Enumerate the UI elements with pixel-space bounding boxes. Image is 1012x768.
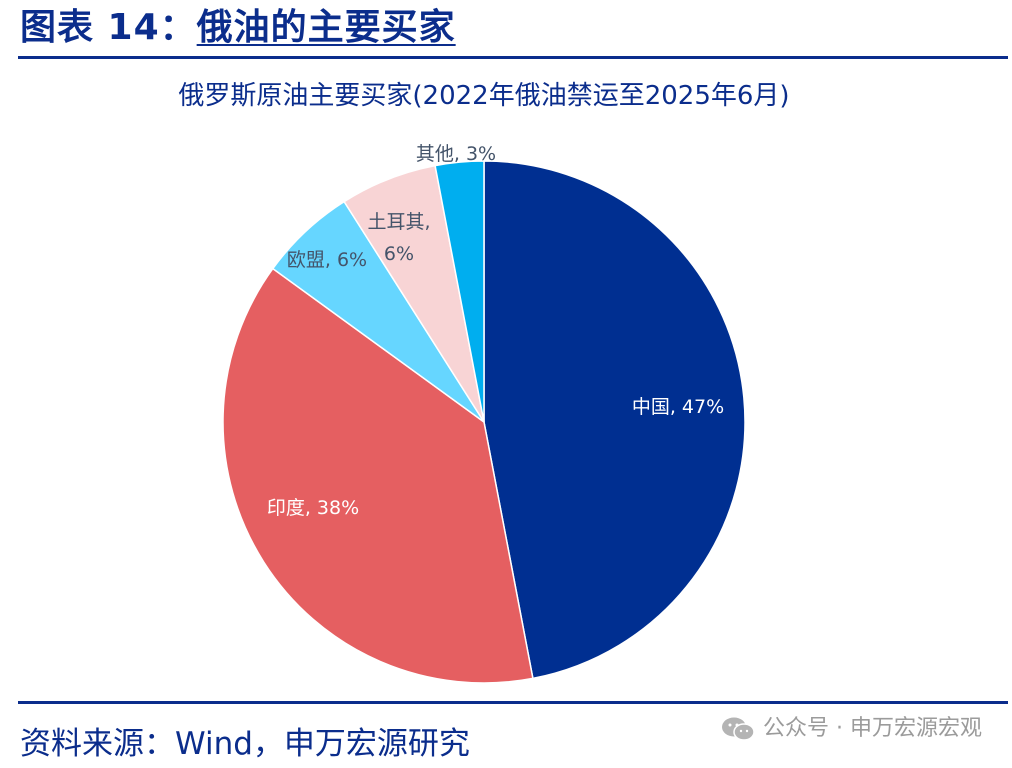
pie-slice-5 — [434, 160, 485, 423]
slice-label-2: 印度, 38% — [267, 497, 359, 519]
watermark: 公众号 · 申万宏源宏观 — [721, 712, 982, 746]
wechat-icon — [722, 717, 755, 741]
slice-label-4: 土耳其, 6% — [367, 211, 430, 265]
pie-chart: 俄罗斯原油主要买家(2022年俄油禁运至2025年6月) 中国, 47% 印度, … — [178, 81, 790, 684]
source-note: 资料来源：Wind，申万宏源研究 — [20, 726, 470, 762]
footer-divider — [18, 701, 1008, 704]
slice-label-5: 其他, 3% — [416, 143, 496, 165]
figure-title-text: 俄油的主要买家 — [196, 7, 456, 48]
chart-title: 俄罗斯原油主要买家(2022年俄油禁运至2025年6月) — [178, 81, 789, 111]
watermark-text: 公众号 · 申万宏源宏观 — [763, 716, 982, 741]
title-divider — [18, 56, 1008, 59]
pie-labels: 中国, 47% 印度, 38% 欧盟, 6%土耳其, 6% 其他, 3% — [267, 143, 724, 519]
figure-title: 图表 14：俄油的主要买家 — [20, 2, 456, 54]
slice-label-1: 中国, 47% — [632, 396, 724, 418]
pie-slices — [222, 160, 746, 684]
pie-slice-1 — [483, 160, 746, 680]
slice-label-3: 欧盟, 6% — [287, 249, 367, 271]
figure-label: 图表 14： — [20, 7, 197, 48]
pie-slice-2 — [222, 267, 534, 684]
